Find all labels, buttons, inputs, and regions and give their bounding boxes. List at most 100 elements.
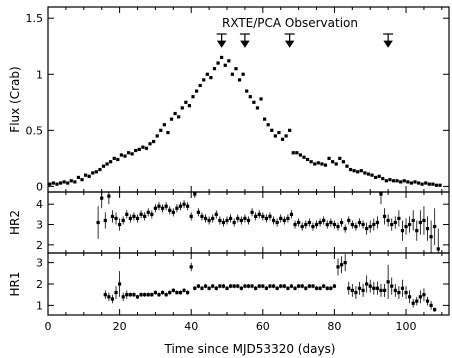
data-point <box>361 222 365 227</box>
data-point <box>391 179 396 183</box>
data-point <box>429 235 433 239</box>
data-point <box>227 59 231 63</box>
data-point <box>130 152 134 156</box>
data-point <box>175 206 179 210</box>
data-point <box>311 284 315 288</box>
panels-group: 0 0.5 1 1.5 Flux (Crab) 2 3 4 HR2 1 2 3 HR1 <box>8 6 450 316</box>
data-point <box>288 128 292 132</box>
data-point <box>116 157 120 162</box>
data-point <box>230 72 234 76</box>
data-point <box>279 216 283 221</box>
data-point <box>107 194 111 198</box>
data-point <box>101 164 106 168</box>
data-point <box>51 181 55 185</box>
data-point <box>160 290 165 295</box>
data-point <box>257 284 261 288</box>
data-point <box>404 224 408 229</box>
data-point <box>325 286 329 290</box>
data-point <box>220 55 224 60</box>
data-point <box>425 227 430 231</box>
data-point <box>160 206 165 210</box>
data-point <box>205 72 209 76</box>
data-point <box>103 293 107 297</box>
data-point <box>171 210 175 214</box>
data-point <box>164 204 168 208</box>
y-tick-label: 1 <box>36 299 43 312</box>
data-point <box>225 218 229 223</box>
data-point <box>168 290 172 295</box>
data-point <box>311 224 315 229</box>
data-point <box>282 284 286 288</box>
data-point <box>87 174 91 178</box>
data-point <box>182 202 186 206</box>
data-point <box>293 286 297 290</box>
data-point <box>322 218 326 223</box>
data-point <box>236 216 240 221</box>
x-axis-label: Time since MJD53320 (days) <box>164 342 336 356</box>
data-point <box>418 295 422 299</box>
data-point <box>422 218 426 223</box>
data-point <box>382 214 387 218</box>
data-point <box>212 67 217 71</box>
y-tick-label: 3 <box>36 257 43 270</box>
data-point <box>370 173 374 177</box>
data-point <box>125 293 129 297</box>
data-point <box>157 204 161 208</box>
data-point <box>395 179 399 183</box>
data-point <box>409 181 414 185</box>
data-point <box>146 293 150 297</box>
data-point <box>189 214 193 218</box>
data-point <box>297 220 301 225</box>
data-point <box>271 218 276 223</box>
data-point <box>196 210 200 214</box>
data-point <box>123 154 127 158</box>
data-point <box>121 295 125 299</box>
data-point <box>83 173 88 177</box>
data-point <box>193 192 197 196</box>
data-point <box>275 286 279 290</box>
data-point <box>175 290 179 295</box>
y-tick-label: 0 <box>36 180 43 193</box>
data-point <box>418 220 422 225</box>
data-point <box>332 284 337 288</box>
data-point <box>284 134 288 138</box>
data-point <box>178 290 183 295</box>
data-point <box>143 214 147 218</box>
data-point <box>171 288 175 293</box>
data-point <box>107 295 111 299</box>
data-point <box>121 218 125 223</box>
data-point <box>252 100 256 104</box>
series-flux <box>48 55 442 187</box>
data-point <box>264 216 269 221</box>
data-point <box>381 176 385 181</box>
data-point <box>250 210 254 214</box>
data-point <box>316 161 320 165</box>
data-point <box>268 214 272 218</box>
data-point <box>66 181 70 185</box>
data-point <box>323 163 328 167</box>
data-point <box>325 222 329 227</box>
y-tick-label: 3 <box>36 219 43 232</box>
data-point <box>189 265 193 269</box>
data-point <box>379 288 383 293</box>
data-point <box>433 224 437 229</box>
data-point <box>431 182 435 186</box>
data-point <box>254 286 258 290</box>
data-point <box>103 218 107 223</box>
data-point <box>361 288 365 293</box>
data-point <box>150 212 154 216</box>
data-point <box>203 284 208 288</box>
data-point <box>341 160 345 164</box>
data-point <box>198 83 202 88</box>
data-point <box>187 104 192 108</box>
data-point <box>359 169 363 173</box>
x-tick-label: 0 <box>45 320 52 333</box>
data-point <box>377 174 381 178</box>
x-tick-label: 80 <box>327 320 341 333</box>
data-point <box>261 284 265 288</box>
data-point <box>420 182 424 186</box>
data-point <box>329 286 333 290</box>
data-point <box>415 229 419 233</box>
data-point <box>347 286 351 290</box>
